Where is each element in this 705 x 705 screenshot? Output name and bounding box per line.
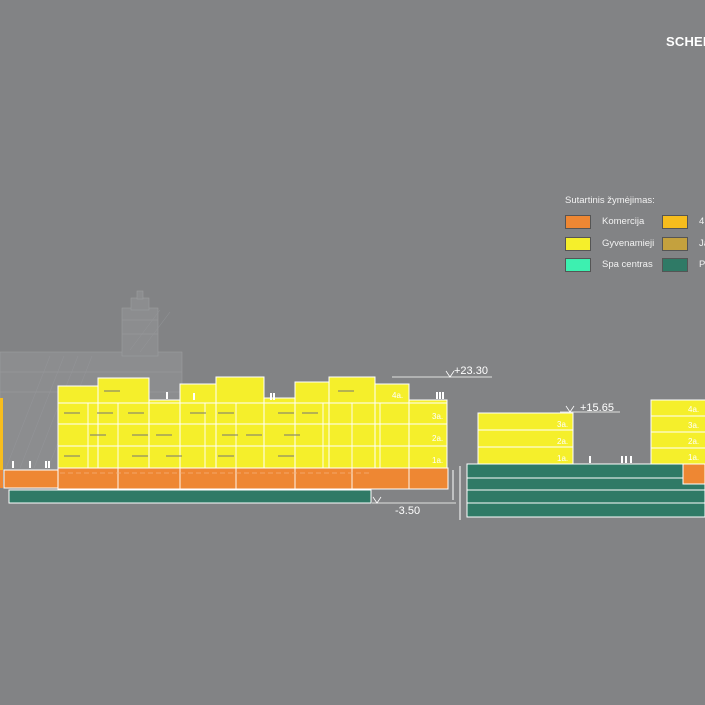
elevation-underground: -3.50 [395,505,420,517]
floor-label-1a-left: 1a. [432,456,443,465]
floor-label-3a-right: 3a. [688,421,699,430]
parking-level-left [8,489,372,504]
floor-label-3a-left: 3a. [432,412,443,421]
diagram-title: SCHEM [666,34,705,49]
hatch-texture [5,309,171,469]
elevation-marker-underground [372,496,456,504]
legend-label-spa-centras: Spa centras [602,259,653,270]
structure-lines-left [87,403,410,489]
elevation-marker-top-right [560,405,620,413]
residential-block-middle [477,412,574,465]
elevation-marker-top-left [392,370,492,378]
legend-swatch-gyvenamieji [565,237,591,251]
floor-label-1a-right: 1a. [688,453,699,462]
floor-label-4a-left: 4a. [392,391,403,400]
commercial-block-right [682,463,705,485]
elevation-top-left: +23.30 [454,365,488,377]
people-figures-left [12,392,444,468]
people-figures-right [589,456,632,463]
legend-label-4: 4! [699,216,705,227]
legend-label-komercija: Komercija [602,216,645,227]
edge-commercial-left [0,470,3,488]
floor-label-2a-right: 2a. [688,437,699,446]
floor-label-3a-middle: 3a. [557,420,568,429]
floor-label-2a-left: 2a. [432,434,443,443]
legend-label-ja: Ja [699,238,705,249]
parking-levels-right [466,463,705,518]
legend-label-gyvenamieji: Gyvenamieji [602,238,655,249]
window-marks-left [64,390,354,457]
floor-label-1a-middle: 1a. [557,454,568,463]
legend-swatch-4 [662,215,688,229]
floor-label-4a-right: 4a. [688,405,699,414]
floor-lines-left [58,402,447,447]
legend-label-p: P [699,259,705,270]
legend-title: Sutartinis žymėjimas: [565,195,655,206]
legend-swatch-komercija [565,215,591,229]
elevation-top-right: +15.65 [580,402,614,414]
section-cut-lines [452,466,461,520]
legend-swatch-p [662,258,688,272]
residential-block-right [650,399,705,465]
floor-label-2a-middle: 2a. [557,437,568,446]
commercial-floor-left [3,467,449,490]
legend-swatch-ja [662,237,688,251]
edge-building-left [0,398,3,470]
legend-swatch-spa-centras [565,258,591,272]
